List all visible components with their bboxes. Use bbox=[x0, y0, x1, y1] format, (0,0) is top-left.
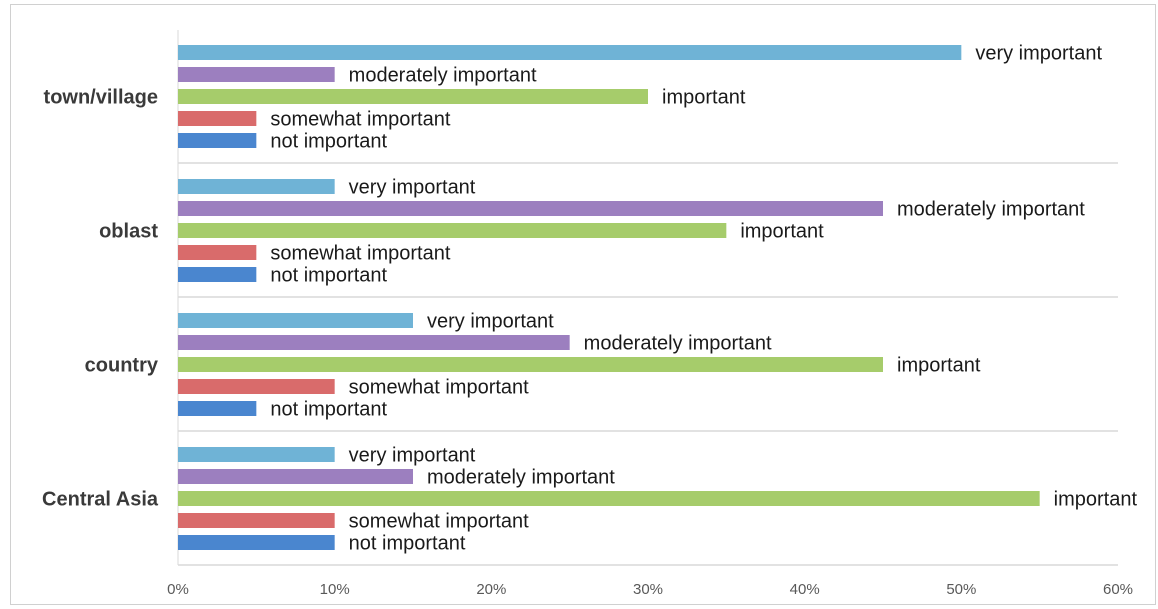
bar bbox=[178, 513, 335, 528]
bar bbox=[178, 313, 413, 328]
bar-label: important bbox=[897, 355, 981, 377]
bar bbox=[178, 67, 335, 82]
bar-label: somewhat important bbox=[270, 109, 451, 131]
category-label: oblast bbox=[99, 221, 158, 243]
bar bbox=[178, 133, 257, 148]
bar bbox=[178, 335, 570, 350]
bar bbox=[178, 379, 335, 394]
bar-label: not important bbox=[270, 399, 387, 421]
bar bbox=[178, 111, 257, 126]
bar-label: very important bbox=[349, 445, 476, 467]
category-label: Central Asia bbox=[42, 489, 159, 511]
bar-label: very important bbox=[975, 43, 1102, 65]
x-tick-label: 40% bbox=[790, 581, 820, 598]
bar bbox=[178, 491, 1040, 506]
bar-label: moderately important bbox=[349, 65, 537, 87]
bar bbox=[178, 357, 883, 372]
bar-label: very important bbox=[349, 177, 476, 199]
bar bbox=[178, 267, 257, 282]
bar bbox=[178, 401, 257, 416]
bar-label: important bbox=[1054, 489, 1138, 511]
bar bbox=[178, 201, 883, 216]
category-label: town/village bbox=[44, 87, 158, 109]
bar-label: somewhat important bbox=[349, 377, 530, 399]
x-tick-label: 10% bbox=[320, 581, 350, 598]
bar bbox=[178, 223, 727, 238]
bar-label: not important bbox=[270, 131, 387, 153]
bar-label: moderately important bbox=[897, 199, 1085, 221]
bar bbox=[178, 447, 335, 462]
bar bbox=[178, 89, 648, 104]
x-tick-label: 0% bbox=[167, 581, 189, 598]
bar bbox=[178, 535, 335, 550]
bar bbox=[178, 469, 413, 484]
x-tick-label: 20% bbox=[476, 581, 506, 598]
bar-label: not important bbox=[270, 265, 387, 287]
bar-label: important bbox=[662, 87, 746, 109]
bar-label: somewhat important bbox=[270, 243, 451, 265]
bar bbox=[178, 45, 962, 60]
x-tick-label: 50% bbox=[946, 581, 976, 598]
bar-label: important bbox=[740, 221, 824, 243]
category-label: country bbox=[85, 355, 159, 377]
bar-label: not important bbox=[349, 533, 466, 555]
bar-label: moderately important bbox=[427, 467, 615, 489]
x-tick-label: 30% bbox=[633, 581, 663, 598]
bar-label: moderately important bbox=[584, 333, 772, 355]
bar bbox=[178, 245, 257, 260]
bar-label: very important bbox=[427, 311, 554, 333]
x-tick-label: 60% bbox=[1103, 581, 1133, 598]
bar bbox=[178, 179, 335, 194]
bar-label: somewhat important bbox=[349, 511, 530, 533]
